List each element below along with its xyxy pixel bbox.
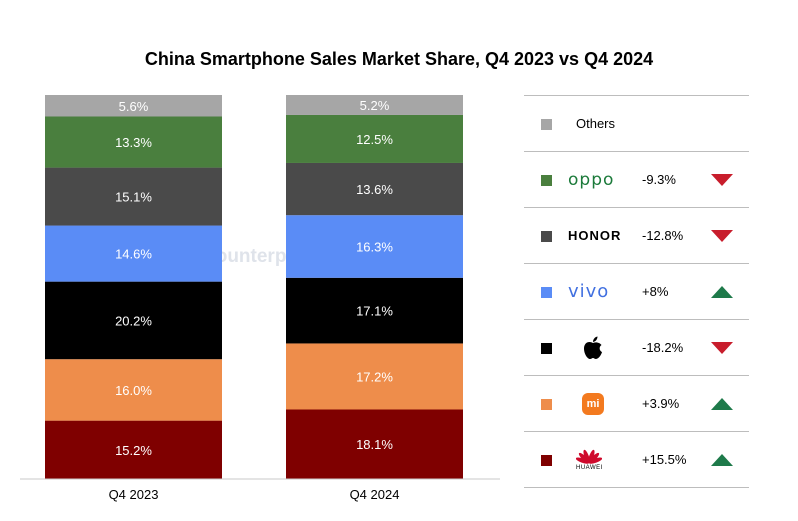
stacked-bar-chart: Counterpoint 15.2%16.0%20.2%14.6%15.1%13… [20, 95, 500, 502]
legend-row: oppo -9.3% [524, 152, 749, 208]
arrow-up-icon [711, 398, 733, 410]
legend-row: HONOR -12.8% [524, 208, 749, 264]
bar-segment-vivo-0 [45, 225, 222, 282]
legend-brand: oppo [568, 152, 658, 207]
data-label-others-0: 5.6% [119, 99, 149, 114]
legend-brand: mi [568, 376, 658, 431]
data-label-vivo-1: 16.3% [356, 239, 393, 254]
data-label-apple-0: 20.2% [115, 313, 152, 328]
legend-row: mi +3.9% [524, 376, 749, 432]
bar-segment-apple-0 [45, 281, 222, 360]
bar-segment-vivo-1 [286, 215, 463, 278]
legend-row: Others [524, 95, 749, 152]
data-label-mi-0: 16.0% [115, 383, 152, 398]
bar-segment-others-0 [45, 95, 222, 117]
data-label-others-1: 5.2% [360, 98, 390, 113]
x-tick-label: Q4 2024 [350, 487, 400, 502]
legend-swatch [541, 455, 552, 466]
legend-change-value: -9.3% [642, 172, 676, 187]
data-label-oppo-1: 12.5% [356, 132, 393, 147]
data-label-oppo-0: 13.3% [115, 135, 152, 150]
legend-swatch [541, 399, 552, 410]
arrow-down-icon [711, 174, 733, 186]
data-label-honor-1: 13.6% [356, 182, 393, 197]
bar-segment-oppo-1 [286, 114, 463, 163]
huawei-logo-text: HUAWEI [576, 465, 603, 471]
legend-swatch [541, 287, 552, 298]
bar-segment-huawei-1 [286, 409, 463, 479]
arrow-up-icon [711, 286, 733, 298]
huawei-logo: HUAWEI [576, 448, 603, 471]
legend-change-value: -12.8% [642, 228, 684, 243]
legend-brand [568, 320, 658, 375]
bar-segment-apple-1 [286, 277, 463, 344]
bar-segment-huawei-0 [45, 420, 222, 479]
apple-logo-icon [584, 336, 602, 359]
legend-change-value: +15.5% [642, 452, 687, 467]
legend-swatch [541, 119, 552, 130]
arrow-down-icon [711, 342, 733, 354]
bar-segment-honor-1 [286, 162, 463, 216]
data-label-apple-1: 17.1% [356, 304, 393, 319]
oppo-logo: oppo [568, 169, 615, 190]
legend-swatch [541, 175, 552, 186]
xiaomi-logo-icon: mi [582, 392, 604, 415]
legend-brand: vivo [568, 264, 658, 319]
legend-row: vivo +8% [524, 264, 749, 320]
legend: Others oppo -9.3% HONOR -12.8% vivo +8% -18.2% m… [524, 95, 749, 488]
bar-segment-others-1 [286, 95, 463, 115]
legend-change-value: -18.2% [642, 340, 684, 355]
legend-row: -18.2% [524, 320, 749, 376]
bar-segment-mi-0 [45, 359, 222, 421]
legend-change-value: +8% [642, 284, 669, 299]
legend-brand: Others [568, 96, 658, 151]
legend-swatch [541, 231, 552, 242]
data-label-huawei-1: 18.1% [356, 437, 393, 452]
huawei-petals-icon [576, 449, 603, 464]
legend-brand: HUAWEI [568, 432, 658, 487]
bar-segment-mi-1 [286, 343, 463, 410]
bar-segment-oppo-0 [45, 116, 222, 168]
data-label-huawei-0: 15.2% [115, 443, 152, 458]
legend-label-others: Others [576, 116, 616, 131]
legend-swatch [541, 343, 552, 354]
arrow-down-icon [711, 230, 733, 242]
x-tick-label: Q4 2023 [109, 487, 159, 502]
legend-brand: HONOR [568, 208, 658, 263]
arrow-up-icon [711, 454, 733, 466]
legend-row: HUAWEI +15.5% [524, 432, 749, 488]
legend-change-value: +3.9% [642, 396, 680, 411]
data-label-vivo-0: 14.6% [115, 247, 152, 262]
data-label-honor-0: 15.1% [115, 190, 152, 205]
honor-logo: HONOR [568, 228, 622, 243]
bar-segment-honor-0 [45, 167, 222, 226]
chart-title: China Smartphone Sales Market Share, Q4 … [144, 49, 654, 69]
data-label-mi-1: 17.2% [356, 369, 393, 384]
vivo-logo: vivo [568, 281, 610, 302]
